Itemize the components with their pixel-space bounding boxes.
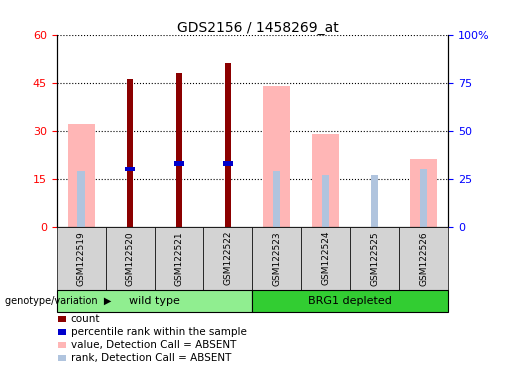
- Text: GSM122523: GSM122523: [272, 231, 281, 286]
- Text: GSM122519: GSM122519: [77, 231, 85, 286]
- Bar: [420, 169, 427, 227]
- Bar: [225, 63, 231, 227]
- Text: BRG1 depleted: BRG1 depleted: [308, 296, 392, 306]
- Bar: [176, 73, 182, 227]
- Bar: [125, 167, 135, 171]
- Text: GSM122520: GSM122520: [126, 231, 134, 286]
- Text: GSM122522: GSM122522: [224, 231, 232, 285]
- Bar: [273, 171, 281, 227]
- Bar: [127, 79, 133, 227]
- Text: GDS2156 / 1458269_at: GDS2156 / 1458269_at: [177, 21, 338, 35]
- Bar: [263, 86, 290, 227]
- Text: wild type: wild type: [129, 296, 180, 306]
- Text: rank, Detection Call = ABSENT: rank, Detection Call = ABSENT: [71, 353, 231, 363]
- Text: percentile rank within the sample: percentile rank within the sample: [71, 327, 247, 337]
- Bar: [371, 175, 379, 227]
- Text: count: count: [71, 314, 100, 324]
- Bar: [174, 161, 184, 166]
- Text: value, Detection Call = ABSENT: value, Detection Call = ABSENT: [71, 340, 236, 350]
- Text: GSM122521: GSM122521: [175, 231, 183, 286]
- Bar: [222, 161, 233, 166]
- Text: GSM122525: GSM122525: [370, 231, 379, 286]
- Text: GSM122524: GSM122524: [321, 231, 330, 285]
- Bar: [322, 175, 330, 227]
- Text: genotype/variation  ▶: genotype/variation ▶: [5, 296, 112, 306]
- Bar: [312, 134, 339, 227]
- Bar: [410, 159, 437, 227]
- Bar: [67, 124, 95, 227]
- Bar: [77, 171, 85, 227]
- Text: GSM122526: GSM122526: [419, 231, 428, 286]
